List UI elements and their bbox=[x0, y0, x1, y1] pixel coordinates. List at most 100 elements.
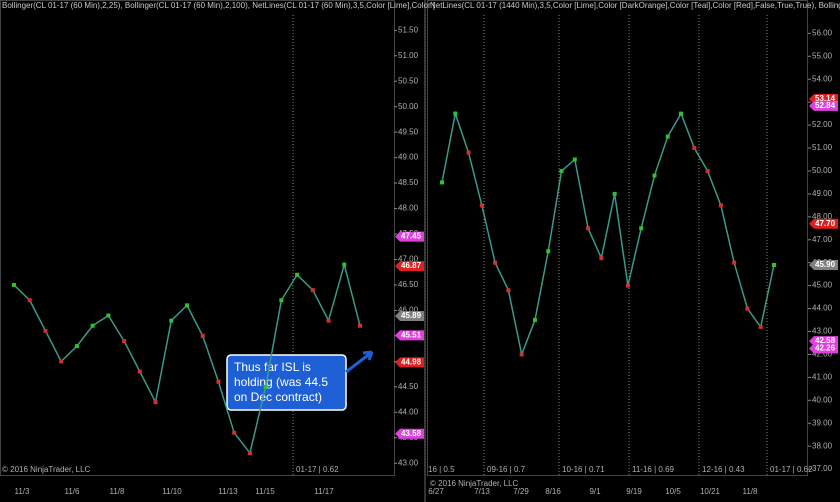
price-point bbox=[185, 303, 189, 308]
x-tick-label: 11/13 bbox=[218, 487, 238, 496]
x-tick-label: 10/21 bbox=[700, 487, 721, 496]
price-point bbox=[153, 400, 158, 405]
price-point bbox=[12, 282, 16, 287]
price-tag bbox=[395, 311, 424, 322]
y-tick-label: 37.00 bbox=[812, 464, 833, 473]
y-tick-label: 45.00 bbox=[812, 281, 833, 290]
y-tick-label: 50.50 bbox=[398, 76, 419, 85]
price-point bbox=[27, 298, 32, 303]
callout-arrow bbox=[345, 350, 374, 374]
price-point bbox=[559, 168, 564, 173]
y-tick-label: 47.00 bbox=[812, 235, 833, 244]
price-point bbox=[506, 288, 511, 293]
y-tick-label: 47.00 bbox=[398, 255, 419, 264]
left-header: Bollinger(CL 01-17 (60 Min),2,25), Bolli… bbox=[2, 1, 436, 10]
price-point bbox=[493, 260, 498, 265]
price-point bbox=[572, 157, 577, 162]
y-tick-label: 49.00 bbox=[812, 189, 833, 198]
price-tag bbox=[395, 231, 424, 242]
price-point bbox=[342, 262, 347, 267]
y-tick-label: 51.00 bbox=[812, 143, 833, 152]
price-point bbox=[43, 328, 48, 333]
x-tick-label: 10/5 bbox=[665, 487, 681, 496]
price-point bbox=[232, 430, 237, 435]
price-point bbox=[639, 226, 644, 231]
y-tick-label: 49.50 bbox=[398, 127, 419, 136]
price-tag bbox=[395, 428, 424, 439]
price-point bbox=[358, 323, 362, 328]
price-tag-label: 46.87 bbox=[401, 261, 422, 270]
x-tick-label: 9/1 bbox=[589, 487, 601, 496]
price-point bbox=[625, 283, 630, 288]
price-point bbox=[599, 256, 604, 261]
x-tick-label: 11/3 bbox=[15, 487, 31, 496]
y-tick-label: 43.00 bbox=[812, 327, 833, 336]
segment-label: 01-17 | 0.62 bbox=[770, 465, 813, 474]
x-tick-label: 9/19 bbox=[626, 487, 642, 496]
price-point bbox=[718, 203, 723, 208]
price-tag-label: 45.51 bbox=[401, 331, 422, 340]
x-tick-label: 8/16 bbox=[545, 487, 561, 496]
price-tag bbox=[395, 330, 424, 341]
price-point bbox=[279, 298, 284, 303]
price-point bbox=[169, 318, 174, 323]
callout-text: on Dec contract) bbox=[234, 390, 322, 404]
price-point bbox=[137, 369, 142, 374]
segment-label: 01-17 | 0.62 bbox=[296, 465, 339, 474]
right-panel bbox=[427, 0, 808, 476]
y-tick-label: 44.50 bbox=[398, 382, 419, 391]
price-point bbox=[440, 180, 444, 185]
y-tick-label: 48.00 bbox=[812, 212, 833, 221]
price-tag-label: 53.14 bbox=[815, 94, 836, 103]
price-tag bbox=[395, 357, 424, 368]
copyright: © 2016 NinjaTrader, LLC bbox=[2, 465, 91, 474]
callout-text: Thus far ISL is bbox=[234, 360, 311, 374]
price-point bbox=[263, 384, 268, 389]
y-tick-label: 46.00 bbox=[398, 306, 419, 315]
price-point bbox=[453, 111, 458, 116]
price-point bbox=[310, 288, 315, 293]
y-tick-label: 51.00 bbox=[398, 51, 419, 60]
y-tick-label: 55.00 bbox=[812, 51, 833, 60]
x-tick-label: 11/15 bbox=[255, 487, 275, 496]
x-tick-label: 11/8 bbox=[743, 487, 759, 496]
price-line bbox=[441, 110, 775, 358]
y-tick-label: 38.00 bbox=[812, 441, 833, 450]
copyright: © 2016 NinjaTrader, LLC bbox=[430, 479, 519, 488]
price-tag-label: 47.45 bbox=[401, 232, 422, 241]
x-tick-label: 11/8 bbox=[110, 487, 126, 496]
price-point bbox=[90, 323, 95, 328]
y-tick-label: 44.00 bbox=[812, 304, 833, 313]
y-tick-label: 42.00 bbox=[812, 350, 833, 359]
price-point bbox=[122, 339, 127, 344]
y-tick-label: 56.00 bbox=[812, 28, 833, 37]
y-tick-label: 50.00 bbox=[812, 166, 833, 175]
y-tick-label: 51.50 bbox=[398, 25, 419, 34]
price-tag-label: 45.89 bbox=[401, 311, 422, 320]
price-point bbox=[466, 150, 471, 155]
price-tag-label: 52.84 bbox=[815, 101, 836, 110]
y-tick-label: 48.00 bbox=[398, 204, 419, 213]
price-point bbox=[692, 146, 697, 151]
price-tag bbox=[809, 343, 838, 354]
price-point bbox=[295, 272, 300, 277]
x-tick-label: 7/29 bbox=[513, 487, 529, 496]
price-point bbox=[546, 249, 551, 254]
y-tick-label: 50.00 bbox=[398, 102, 419, 111]
price-tag bbox=[809, 218, 838, 229]
price-tag-label: 44.98 bbox=[401, 358, 422, 367]
segment-label: 10-16 | 0.71 bbox=[562, 465, 605, 474]
price-point bbox=[732, 260, 737, 265]
x-tick-label: 11/17 bbox=[314, 487, 334, 496]
y-tick-label: 52.00 bbox=[812, 120, 833, 129]
price-point bbox=[705, 168, 710, 173]
price-tag-label: 45.90 bbox=[815, 260, 836, 269]
x-tick-label: 7/13 bbox=[474, 487, 490, 496]
price-tag-label: 47.70 bbox=[815, 219, 836, 228]
price-point bbox=[326, 318, 331, 323]
price-tag bbox=[395, 261, 424, 272]
price-point bbox=[652, 173, 657, 178]
price-point bbox=[106, 313, 111, 318]
